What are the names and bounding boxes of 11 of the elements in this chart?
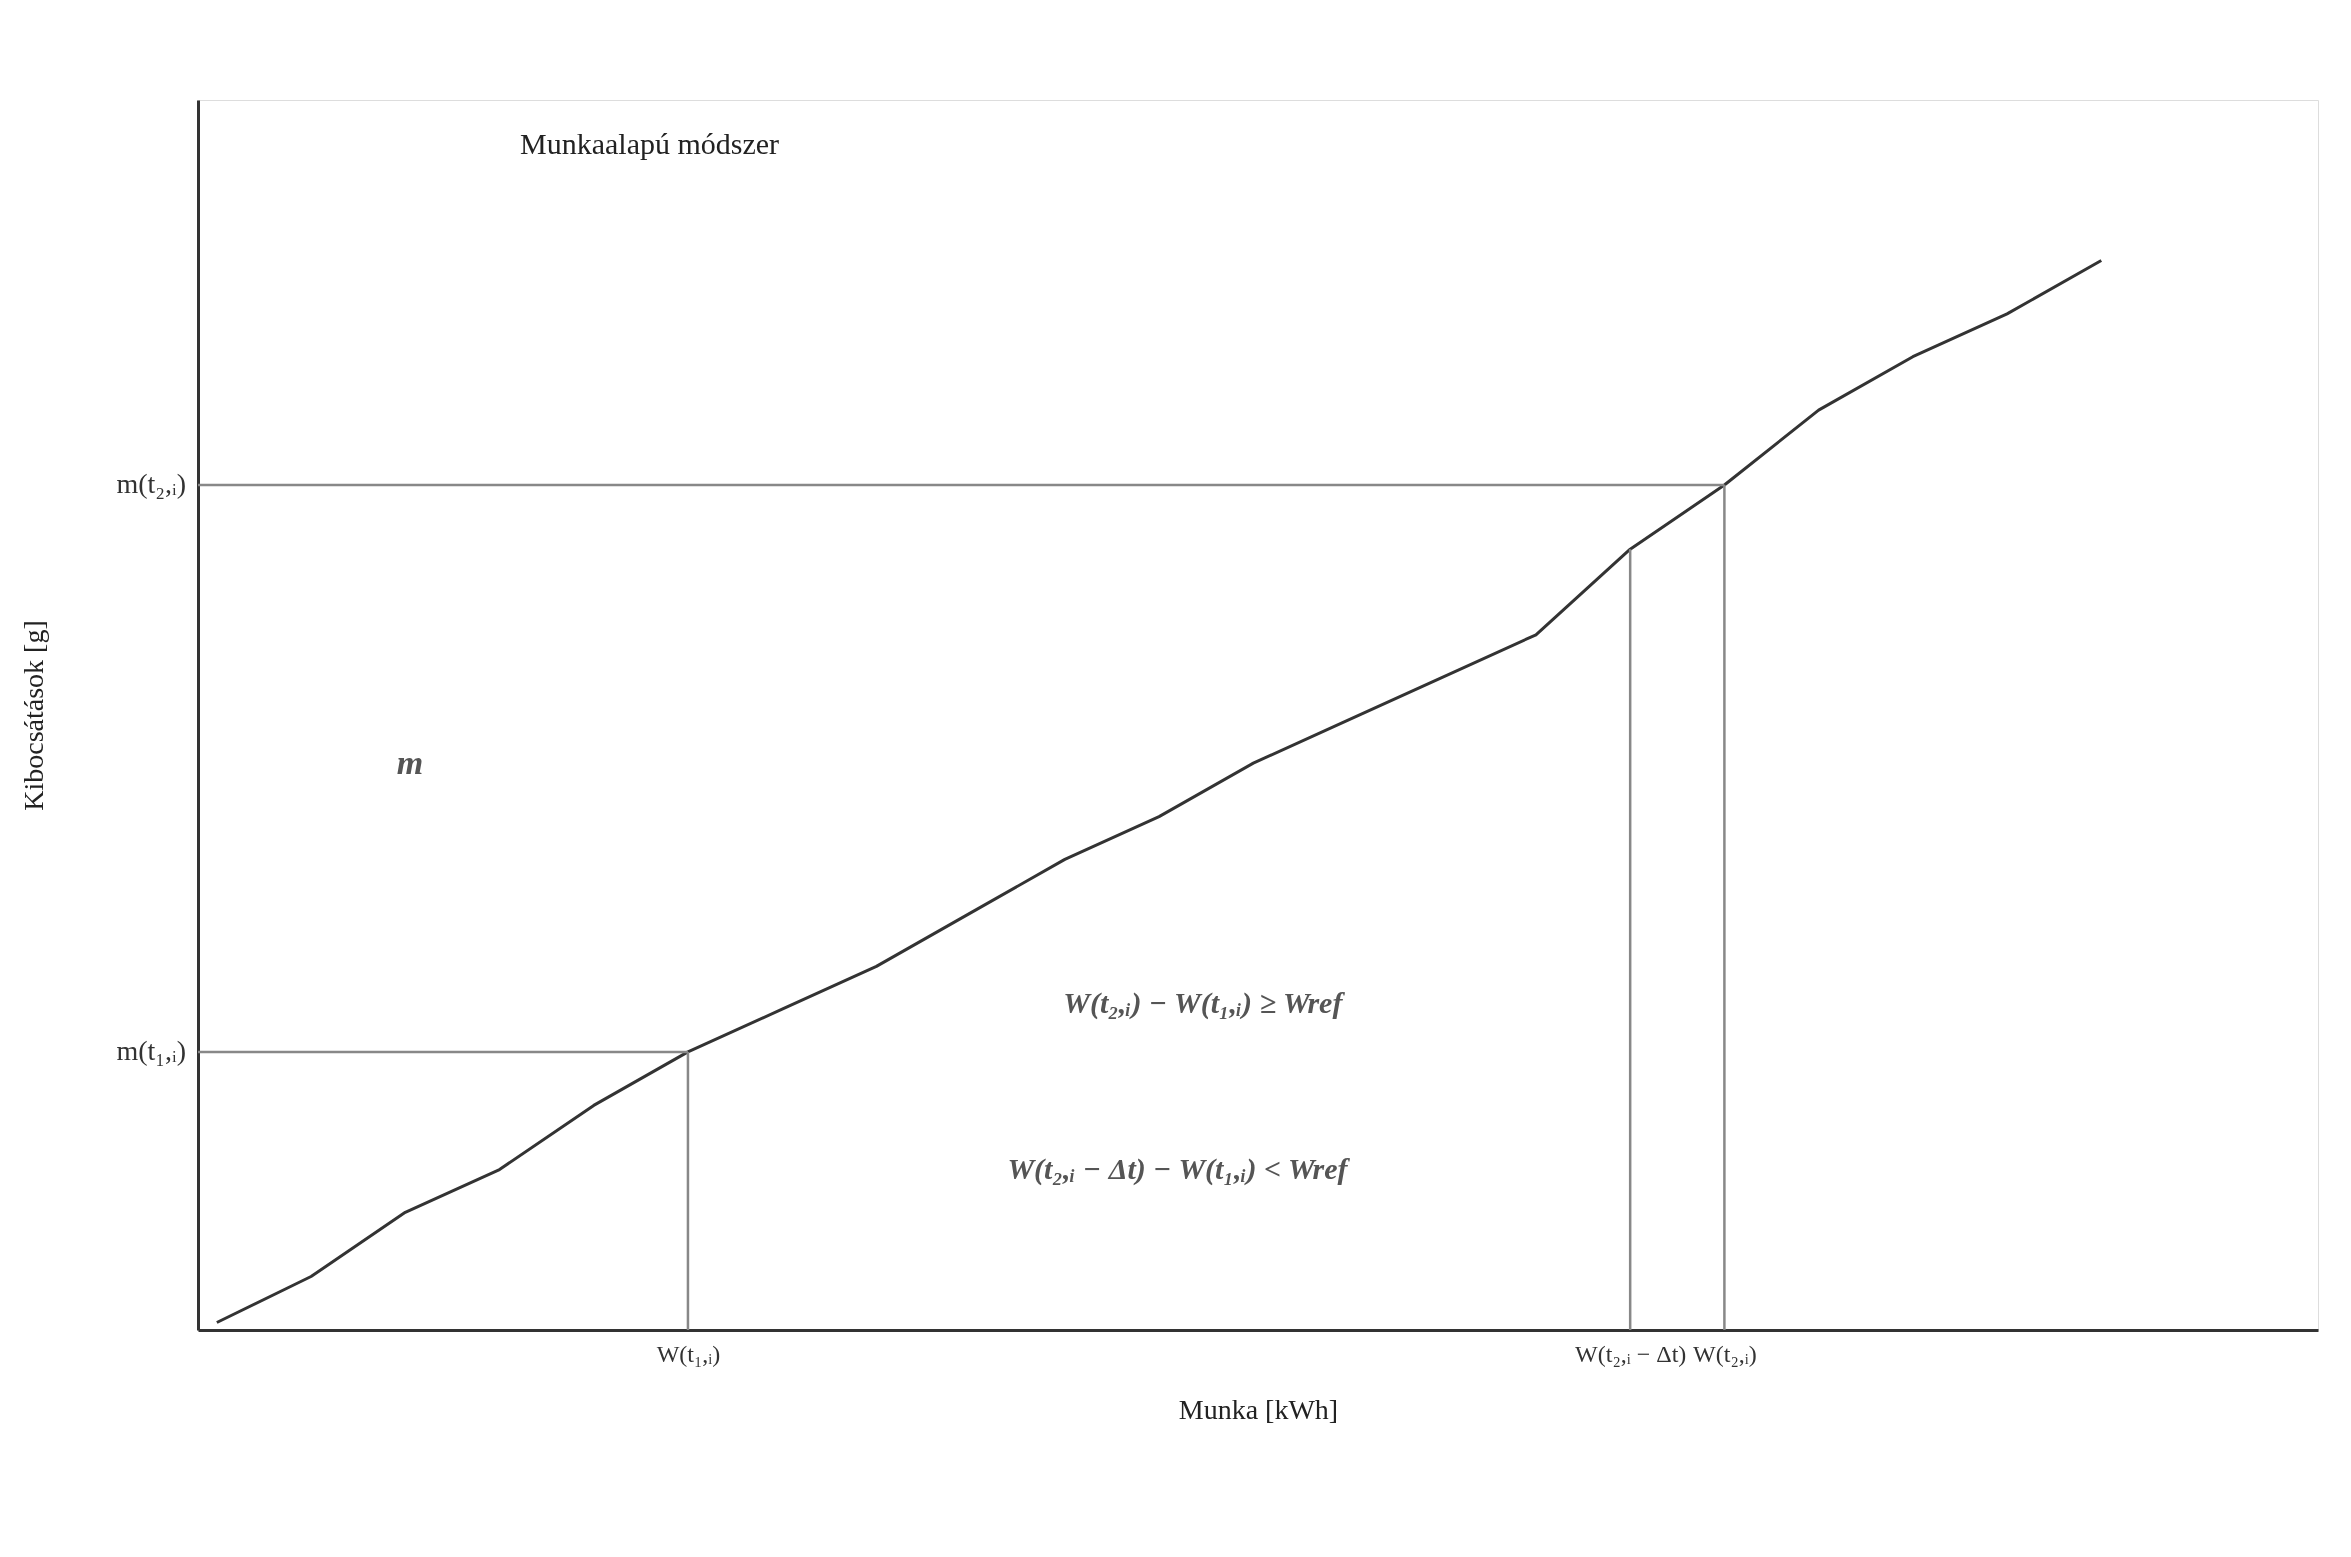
x-tick-label: W(t₂,ᵢ) (1693, 1340, 1757, 1367)
ref-line-label: m(t₂,ᵢ) (116, 468, 186, 500)
x-axis-title: Munka [kWh] (1178, 1393, 1339, 1425)
ref-line-label: m(t₁,ᵢ) (116, 1034, 186, 1066)
x-tick-label: W(t₁,ᵢ) (656, 1340, 721, 1367)
annotation: m (396, 744, 424, 782)
chart-title: Munkaalapú módszer (520, 127, 780, 160)
annotation: W(t₂,ᵢ) − W(t₁,ᵢ) ≥ Wref (1063, 986, 1346, 1021)
y-axis-title: Kibocsátások [g] (17, 620, 49, 811)
x-tick-label: W(t₂,ᵢ − Δt) (1575, 1340, 1687, 1367)
annotation: W(t₂,ᵢ − Δt) − W(t₁,ᵢ) < Wref (1007, 1152, 1351, 1187)
